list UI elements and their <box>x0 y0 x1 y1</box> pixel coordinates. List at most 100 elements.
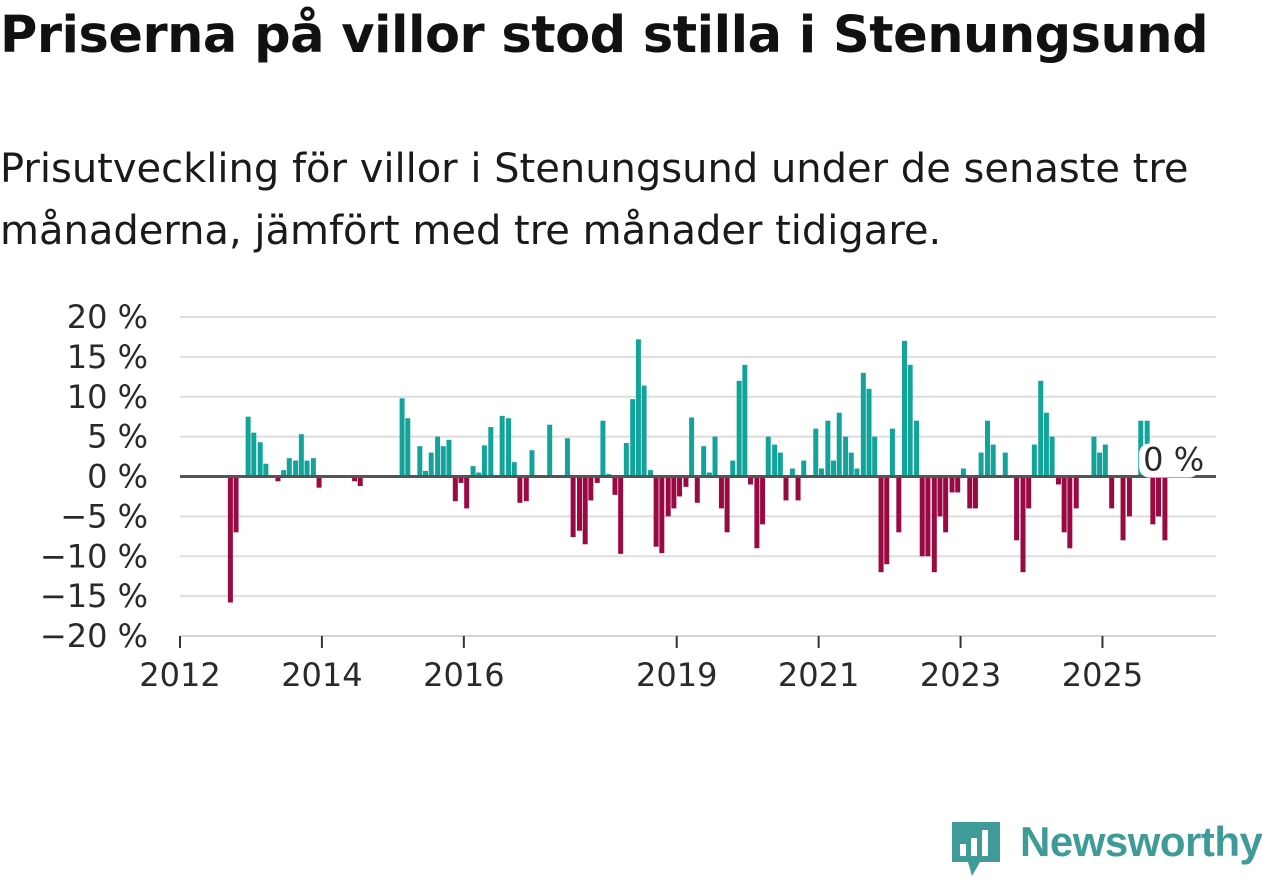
x-tick-label: 2019 <box>636 656 717 694</box>
bar <box>233 476 239 533</box>
bar <box>748 476 754 485</box>
bar <box>689 417 695 477</box>
bar <box>985 420 991 477</box>
bar <box>718 476 724 509</box>
bar <box>1049 436 1055 477</box>
gridlines <box>180 316 1216 637</box>
bar <box>564 438 570 477</box>
bar <box>452 476 458 502</box>
bar <box>765 436 771 477</box>
bar <box>458 476 464 483</box>
x-tick-label: 2014 <box>281 656 362 694</box>
bar <box>612 476 618 495</box>
bar <box>919 476 925 557</box>
newsworthy-logo-icon <box>952 822 1000 876</box>
y-tick-label: 0 % <box>87 458 148 496</box>
y-tick-label: −5 % <box>60 497 148 535</box>
bar <box>399 398 405 477</box>
bar <box>701 446 707 477</box>
bar <box>724 476 730 533</box>
bar <box>1061 476 1067 533</box>
bar <box>275 476 281 482</box>
bar <box>848 452 854 477</box>
bar <box>263 463 269 477</box>
newsworthy-logo: Newsworthy <box>950 818 1262 878</box>
y-tick-label: 15 % <box>67 338 148 376</box>
bar <box>694 476 700 503</box>
bar-chart: 20 %15 %10 %5 %0 %−5 %−10 %−15 %−20 %201… <box>40 298 1216 694</box>
axes: 20 %15 %10 %5 %0 %−5 %−10 %−15 %−20 %201… <box>40 298 1216 694</box>
bar <box>618 476 624 554</box>
bar <box>813 428 819 477</box>
bar <box>925 476 931 557</box>
bar <box>464 476 470 509</box>
bar <box>843 436 849 477</box>
x-tick-label: 2025 <box>1062 656 1143 694</box>
bar <box>659 476 665 554</box>
bar <box>245 416 251 477</box>
bar <box>594 476 600 483</box>
bar <box>683 476 689 487</box>
bar <box>896 476 902 533</box>
bar <box>488 427 494 477</box>
bar <box>665 476 671 517</box>
y-tick-label: −15 % <box>40 577 148 615</box>
x-tick-label: 2016 <box>423 656 504 694</box>
bar <box>647 470 653 477</box>
page-title: Priserna på villor stod stilla i Stenung… <box>0 6 1209 65</box>
bar <box>949 476 955 493</box>
bar <box>293 460 299 477</box>
bar <box>889 428 895 477</box>
y-tick-label: 10 % <box>67 378 148 416</box>
bar <box>529 450 535 477</box>
bar <box>257 442 263 477</box>
bar <box>760 476 766 525</box>
bar <box>972 476 978 509</box>
bar <box>517 476 523 503</box>
bar <box>481 445 487 477</box>
annotations: 0 % <box>1139 441 1204 479</box>
latest-value-label: 0 % <box>1143 441 1204 479</box>
brand-name: Newsworthy <box>1020 818 1262 865</box>
bar <box>878 476 884 573</box>
bar <box>1014 476 1020 541</box>
bar <box>227 476 233 603</box>
bar <box>1162 476 1168 541</box>
bar <box>825 420 831 477</box>
bar <box>818 468 824 477</box>
bar <box>600 420 606 477</box>
bar <box>801 460 807 477</box>
bar <box>1067 476 1073 549</box>
bar <box>866 388 872 477</box>
bar <box>736 380 742 477</box>
bar <box>511 462 517 477</box>
bar <box>943 476 949 533</box>
bar <box>772 444 778 477</box>
bar <box>251 432 257 477</box>
bar <box>653 476 659 547</box>
bar <box>316 476 322 488</box>
bar <box>310 458 316 477</box>
bar <box>1002 452 1008 477</box>
bar <box>836 412 842 477</box>
y-tick-label: −20 % <box>40 617 148 655</box>
bar <box>630 399 636 477</box>
bar <box>937 476 943 517</box>
bar <box>417 446 423 477</box>
bar <box>286 458 292 477</box>
bar <box>1043 412 1049 477</box>
bar <box>990 444 996 477</box>
bar <box>435 436 441 477</box>
bar <box>795 476 801 501</box>
bar <box>872 436 878 477</box>
bar <box>641 385 647 477</box>
bar <box>446 439 452 477</box>
bar <box>754 476 760 549</box>
bar <box>1038 380 1044 477</box>
bar <box>582 476 588 545</box>
bar <box>304 460 310 477</box>
bar <box>1102 444 1108 477</box>
bar <box>1055 476 1061 485</box>
bar <box>440 446 446 477</box>
bar <box>405 418 411 477</box>
